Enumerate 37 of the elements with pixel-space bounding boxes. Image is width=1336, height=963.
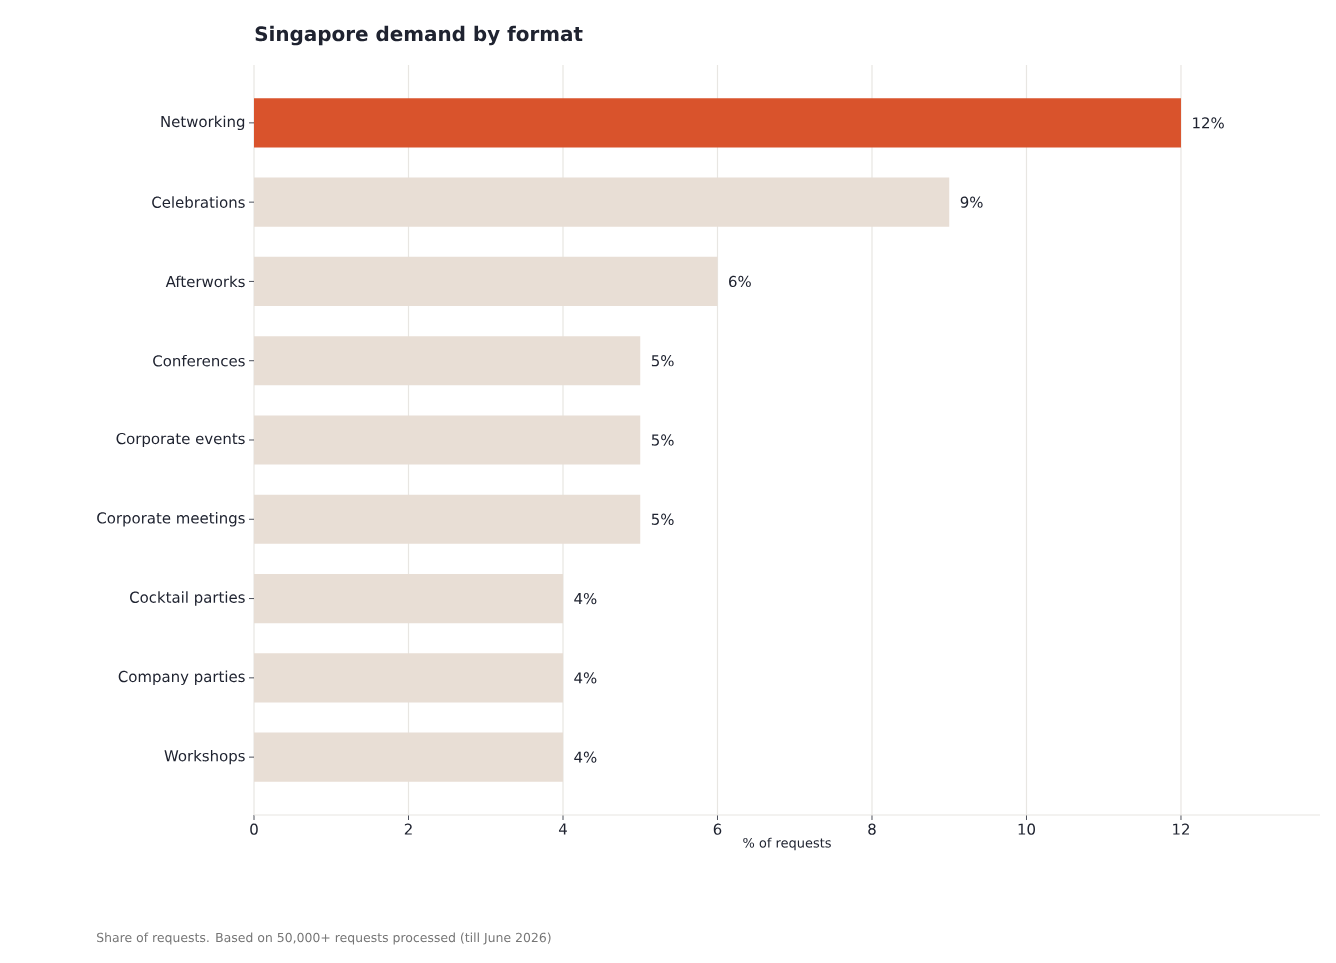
y-tick-label: Workshops [164, 749, 245, 765]
bar [254, 415, 641, 465]
y-tick-label: Networking [161, 115, 245, 131]
y-tick-label: Celebrations [152, 196, 245, 208]
data-label: 5% [651, 434, 674, 446]
bar [254, 732, 563, 782]
bar [254, 177, 950, 227]
bar [254, 336, 641, 386]
y-tick-label: Cocktail parties [130, 591, 245, 606]
y-tick-label: Afterworks [165, 275, 245, 288]
data-label: 12% [1193, 117, 1224, 129]
x-axis-title: % of requests [743, 837, 831, 851]
data-label: 9% [960, 196, 983, 208]
x-tick-label: 8 [868, 823, 876, 835]
data-label: 4% [574, 751, 597, 763]
y-tick-label: Company parties [118, 670, 245, 686]
y-tick-label: Conferences [153, 354, 245, 367]
bar [254, 653, 563, 703]
data-label: 4% [574, 672, 597, 684]
x-tick-label: 10 [1018, 823, 1035, 835]
x-tick-label: 6 [713, 823, 722, 835]
x-tick-label: 0 [250, 823, 258, 835]
chart-title: Singapore demand by format [255, 25, 583, 46]
bar [254, 573, 563, 624]
data-label: 5% [651, 355, 674, 367]
y-tick-label: Corporate events [116, 432, 245, 448]
bar [254, 98, 1181, 148]
x-tick-label: 4 [558, 823, 567, 835]
x-tick-label: 2 [404, 823, 412, 835]
x-tick-label: 12 [1173, 823, 1189, 835]
text: Share of requests. Based on 50,000+ requests processed (till June 2026) [97, 932, 551, 945]
bar [254, 256, 718, 306]
data-label: 6% [729, 275, 751, 288]
bar [254, 494, 641, 544]
data-label: 4% [574, 592, 597, 605]
data-label: 5% [651, 513, 674, 525]
y-tick-label: Corporate meetings [97, 512, 245, 527]
